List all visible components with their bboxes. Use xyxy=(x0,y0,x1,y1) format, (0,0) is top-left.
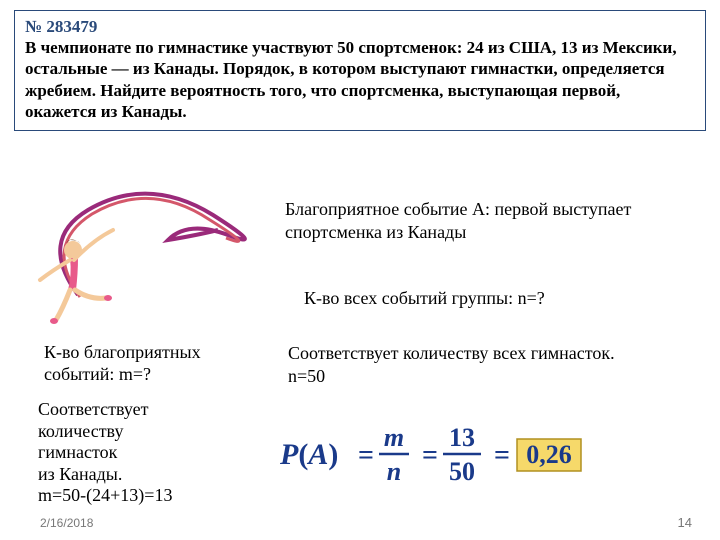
svg-text:=: = xyxy=(358,440,374,471)
footer-date: 2/16/2018 xyxy=(40,516,93,530)
match-all-block: Соответствует количеству всех гимнасток.… xyxy=(288,342,615,387)
mc3: гимнасток xyxy=(38,442,117,462)
frac1-top: m xyxy=(384,423,404,452)
mc5: m=50-(24+13)=13 xyxy=(38,485,172,505)
probability-formula: P(A) = m n = 13 50 = 0,26 xyxy=(280,418,700,490)
gymnast-svg xyxy=(18,180,278,325)
svg-text:=: = xyxy=(494,440,510,471)
gymnast-illustration xyxy=(18,180,278,325)
problem-text: В чемпионате по гимнастике участвуют 50 … xyxy=(25,38,677,121)
frac2-bot: 50 xyxy=(449,457,475,486)
group-count-label: К-во всех событий группы: n=? xyxy=(304,288,545,309)
match-all-line2: n=50 xyxy=(288,366,325,386)
formula-svg: P(A) = m n = 13 50 = 0,26 xyxy=(280,418,700,490)
favorable-event-text: Благоприятное событие А: первой выступае… xyxy=(285,198,695,243)
fav-count-line1: К-во благоприятных xyxy=(44,342,201,362)
match-all-line1: Соответствует количеству всех гимнасток. xyxy=(288,343,615,363)
mc1: Соответствует xyxy=(38,399,148,419)
frac1-bot: n xyxy=(387,457,401,486)
formula-lhs: P(A) xyxy=(280,438,338,471)
fav-count-line2: событий: m=? xyxy=(44,364,151,384)
problem-number: № 283479 xyxy=(25,17,97,36)
formula-result: 0,26 xyxy=(526,440,572,469)
svg-text:=: = xyxy=(422,440,438,471)
match-canada-block: Соответствует количеству гимнасток из Ка… xyxy=(38,399,172,507)
favorable-count-block: К-во благоприятных событий: m=? xyxy=(44,342,201,385)
footer-page: 14 xyxy=(678,515,692,530)
mc4: из Канады. xyxy=(38,464,122,484)
slide: № 283479 В чемпионате по гимнастике учас… xyxy=(0,0,720,540)
frac2-top: 13 xyxy=(449,423,475,452)
problem-box: № 283479 В чемпионате по гимнастике учас… xyxy=(14,10,706,131)
mc2: количеству xyxy=(38,421,123,441)
